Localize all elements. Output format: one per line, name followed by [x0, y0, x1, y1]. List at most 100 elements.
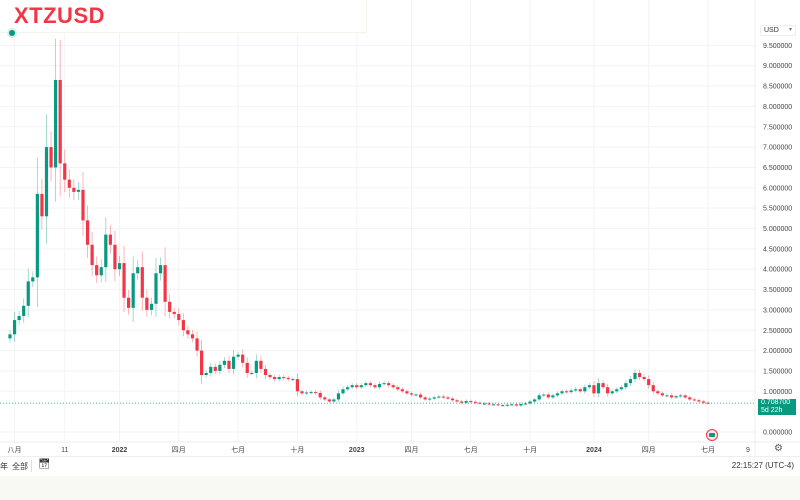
candle-up: [665, 395, 669, 397]
candle-down: [323, 397, 327, 400]
candle-down: [108, 234, 112, 245]
price-tick-label: 2.000000: [763, 348, 792, 355]
candle-down: [514, 404, 518, 406]
candle-up: [519, 403, 523, 406]
candle-down: [268, 375, 272, 378]
candle-down: [669, 395, 674, 398]
candle-up: [236, 354, 240, 357]
candle-down: [113, 244, 117, 270]
candle-down: [177, 313, 181, 321]
candle-down: [200, 350, 204, 376]
candle-up: [222, 360, 227, 365]
price-tick-label: 1.500000: [763, 368, 792, 375]
range-all-button[interactable]: 全部: [12, 462, 28, 471]
candle-up: [332, 399, 336, 402]
candle-up: [377, 383, 382, 388]
time-tick-label: 2022: [112, 447, 128, 454]
price-tick-label: 5.000000: [763, 226, 792, 233]
candle-up: [528, 401, 532, 404]
candle-up: [414, 394, 418, 396]
time-tick-label: 七月: [231, 445, 245, 454]
candle-up: [309, 392, 313, 394]
candle-up: [154, 273, 158, 304]
candle-up: [131, 273, 135, 308]
candle-up: [537, 395, 541, 400]
price-chart[interactable]: 9.500000 9.000000 8.500000 8.000000 7.500000…: [0, 0, 800, 456]
candle-up: [555, 393, 560, 396]
candle-up: [432, 397, 436, 399]
candle-down: [592, 385, 596, 394]
price-tick-label: 6.000000: [763, 185, 792, 192]
candle-down: [487, 403, 491, 405]
economic-event-icon[interactable]: [706, 429, 718, 441]
candle-up: [117, 263, 122, 270]
candle-down: [391, 385, 395, 388]
time-tick-label: 四月: [172, 446, 186, 454]
candle-up: [104, 234, 108, 268]
candle-down: [441, 396, 445, 398]
time-tick-label: 七月: [464, 445, 478, 454]
currency-select[interactable]: USD ▾: [760, 25, 796, 36]
candles: [8, 38, 710, 407]
candle-down: [469, 401, 473, 403]
candle-up: [291, 379, 295, 381]
candle-down: [473, 401, 477, 403]
candle-up: [628, 379, 633, 384]
candle-down: [564, 391, 569, 393]
candle-up: [231, 356, 236, 369]
price-axis[interactable]: 9.500000 9.000000 8.500000 8.000000 7.500000…: [763, 43, 792, 437]
candle-down: [409, 393, 414, 395]
time-tick-label: 四月: [642, 446, 656, 454]
candle-up: [158, 265, 163, 274]
candle-down: [660, 393, 664, 396]
time-tick-label: 11: [61, 447, 68, 454]
go-to-date-calendar-icon[interactable]: 📅︎: [38, 459, 51, 470]
candle-down: [692, 399, 696, 401]
candle-up: [551, 395, 555, 398]
candle-up: [277, 377, 281, 380]
candle-up: [542, 394, 546, 396]
candle-down: [701, 401, 706, 403]
candle-up: [587, 385, 591, 388]
candle-up: [583, 387, 587, 392]
candle-up: [26, 281, 30, 306]
candle-down: [282, 377, 286, 379]
last-price-tag: 0.708700 5d 22h: [758, 399, 796, 415]
candle-down: [446, 397, 450, 399]
settings-gear-icon[interactable]: ⚙: [774, 443, 783, 454]
candle-down: [172, 311, 176, 314]
candle-up: [523, 403, 528, 405]
candle-up: [482, 403, 487, 405]
time-axis[interactable]: 八月 11 2022 四月 七月 十月 2023 四月 七月 十月 2024 四月 七月 9: [8, 445, 750, 454]
candle-down: [195, 338, 199, 351]
candle-up: [218, 364, 222, 371]
candle-up: [428, 398, 432, 400]
candle-down: [318, 392, 322, 398]
clock-time[interactable]: 22:15:27 (UTC-4): [731, 461, 794, 470]
candle-up: [382, 383, 386, 385]
candle-up: [149, 303, 154, 310]
candle-up: [505, 404, 509, 406]
candle-up: [136, 267, 140, 274]
candle-down: [642, 377, 646, 380]
price-tick-label: 8.500000: [763, 84, 792, 91]
candle-up: [254, 360, 258, 373]
candle-down: [95, 265, 99, 276]
time-tick-label: 2023: [349, 447, 365, 454]
market-status-dot-icon[interactable]: [9, 30, 15, 36]
candle-up: [54, 79, 58, 168]
time-tick-label: 十月: [523, 445, 537, 454]
candle-down: [58, 79, 62, 164]
range-year-button[interactable]: 年: [0, 462, 8, 471]
candle-up: [209, 366, 213, 373]
time-tick-label: 四月: [404, 446, 418, 454]
symbol-title: XTZUSD: [14, 3, 105, 28]
candle-up: [596, 383, 601, 394]
candle-down: [163, 265, 167, 302]
candle-down: [405, 391, 409, 394]
price-tick-label: 4.000000: [763, 267, 792, 274]
candle-down: [286, 377, 290, 380]
candle-down: [450, 398, 455, 401]
candle-up: [633, 372, 637, 380]
candle-down: [651, 385, 655, 392]
